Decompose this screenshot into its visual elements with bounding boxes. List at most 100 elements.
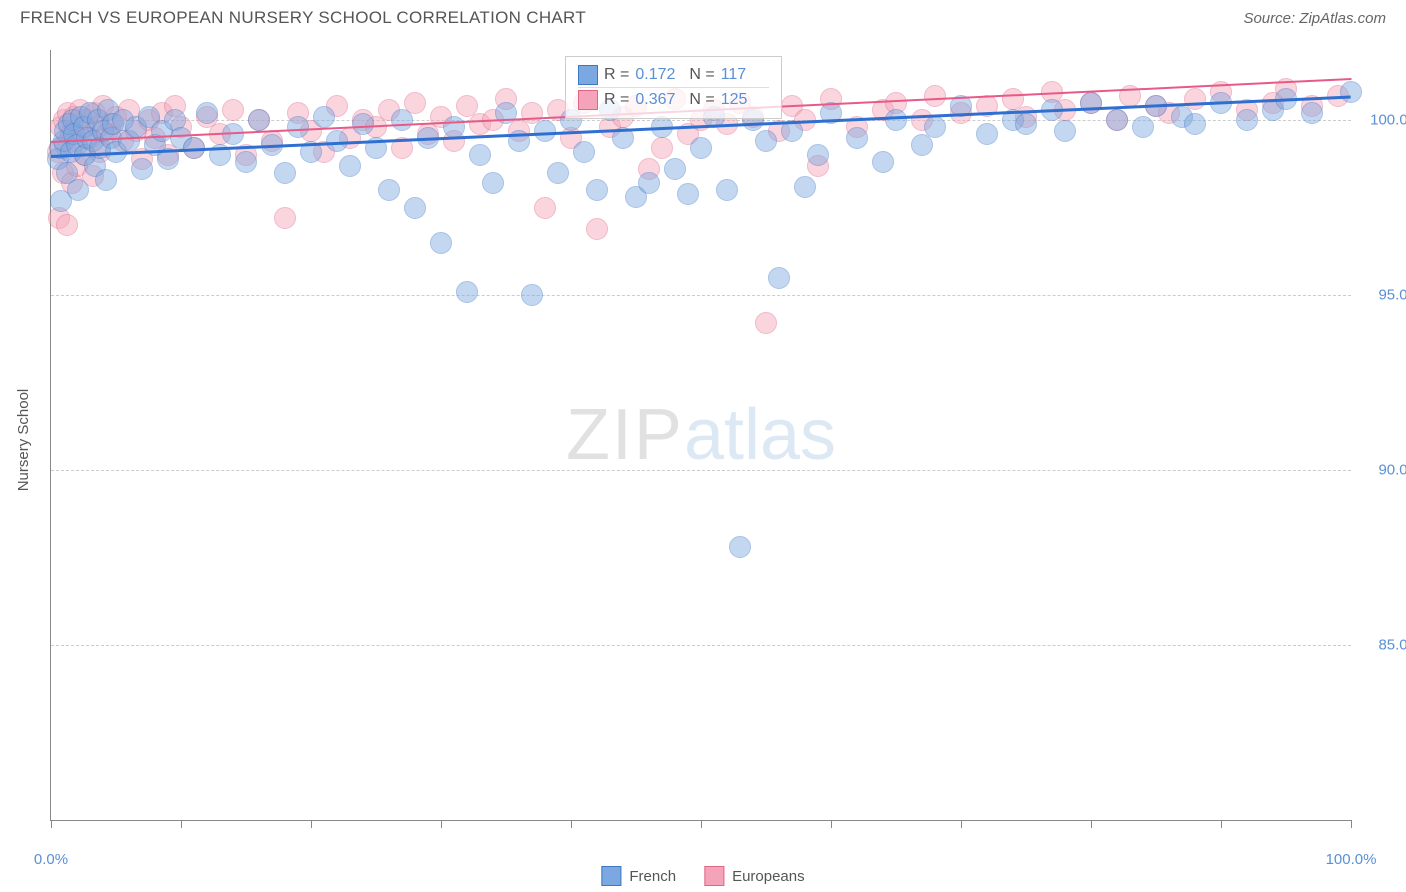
n-label: N = [689, 66, 714, 84]
french-point [404, 197, 426, 219]
x-tick [701, 820, 702, 828]
n-value: 117 [721, 66, 769, 84]
french-point [391, 109, 413, 131]
french-point [1132, 116, 1154, 138]
y-axis-label: Nursery School [15, 389, 32, 492]
watermark-part1: ZIP [566, 395, 684, 475]
french-point [456, 281, 478, 303]
french-point [1184, 113, 1206, 135]
french-point [1106, 109, 1128, 131]
french-point [976, 123, 998, 145]
french-point [586, 179, 608, 201]
french-point [729, 536, 751, 558]
french-point [378, 179, 400, 201]
legend-label: Europeans [732, 868, 805, 885]
french-point [482, 172, 504, 194]
french-point [872, 151, 894, 173]
gridline [51, 645, 1351, 646]
french-point [469, 144, 491, 166]
french-point [690, 137, 712, 159]
series-legend: French Europeans [601, 866, 804, 886]
french-point [248, 109, 270, 131]
x-tick [181, 820, 182, 828]
watermark: ZIPatlas [566, 394, 836, 476]
europeans-point [534, 197, 556, 219]
french-point [638, 172, 660, 194]
chart-title: FRENCH VS EUROPEAN NURSERY SCHOOL CORREL… [20, 8, 586, 28]
europeans-point [651, 137, 673, 159]
r-label: R = [604, 66, 629, 84]
french-point [443, 116, 465, 138]
french-point [196, 102, 218, 124]
legend-swatch [578, 65, 598, 85]
french-point [807, 144, 829, 166]
french-point [573, 141, 595, 163]
french-point [924, 116, 946, 138]
legend-swatch [601, 866, 621, 886]
french-point [313, 106, 335, 128]
french-point [664, 158, 686, 180]
r-label: R = [604, 91, 629, 109]
french-point [1015, 113, 1037, 135]
x-tick [1221, 820, 1222, 828]
y-tick-label: 90.0% [1361, 462, 1406, 479]
scatter-chart: ZIPatlas 85.0%90.0%95.0%100.0%0.0%100.0% [50, 50, 1351, 821]
french-point [846, 127, 868, 149]
europeans-point [755, 312, 777, 334]
watermark-part2: atlas [684, 395, 836, 475]
europeans-point [586, 218, 608, 240]
french-point [339, 155, 361, 177]
europeans-point [274, 207, 296, 229]
y-tick-label: 85.0% [1361, 637, 1406, 654]
x-tick [831, 820, 832, 828]
chart-header: FRENCH VS EUROPEAN NURSERY SCHOOL CORREL… [0, 0, 1406, 32]
french-point [547, 162, 569, 184]
french-point [235, 151, 257, 173]
gridline [51, 295, 1351, 296]
french-point [768, 267, 790, 289]
legend-label: French [629, 868, 676, 885]
french-point [1301, 102, 1323, 124]
x-tick-label: 0.0% [34, 851, 68, 868]
french-point [352, 113, 374, 135]
x-tick [1091, 820, 1092, 828]
legend-item: French [601, 866, 676, 886]
y-tick-label: 100.0% [1361, 112, 1406, 129]
x-tick-label: 100.0% [1326, 851, 1377, 868]
y-tick-label: 95.0% [1361, 287, 1406, 304]
french-point [521, 284, 543, 306]
french-point [885, 109, 907, 131]
french-point [287, 116, 309, 138]
correlation-row: R = 0.172 N = 117 [578, 63, 769, 88]
x-tick [571, 820, 572, 828]
legend-item: Europeans [704, 866, 805, 886]
r-value: 0.172 [635, 66, 683, 84]
n-value: 125 [721, 91, 769, 109]
french-point [677, 183, 699, 205]
legend-swatch [578, 90, 598, 110]
correlation-legend-box: R = 0.172 N = 117 R = 0.367 N = 125 [565, 56, 782, 119]
x-tick [961, 820, 962, 828]
x-tick [1351, 820, 1352, 828]
french-point [274, 162, 296, 184]
french-point [430, 232, 452, 254]
legend-swatch [704, 866, 724, 886]
french-point [534, 120, 556, 142]
n-label: N = [689, 91, 714, 109]
french-point [794, 176, 816, 198]
french-point [1340, 81, 1362, 103]
correlation-row: R = 0.367 N = 125 [578, 88, 769, 112]
x-tick [311, 820, 312, 828]
french-point [67, 179, 89, 201]
french-point [1236, 109, 1258, 131]
french-point [131, 158, 153, 180]
french-point [95, 169, 117, 191]
gridline [51, 470, 1351, 471]
r-value: 0.367 [635, 91, 683, 109]
french-point [716, 179, 738, 201]
europeans-point [924, 85, 946, 107]
french-point [755, 130, 777, 152]
europeans-point [222, 99, 244, 121]
x-tick [441, 820, 442, 828]
source-label: Source: ZipAtlas.com [1243, 10, 1386, 27]
